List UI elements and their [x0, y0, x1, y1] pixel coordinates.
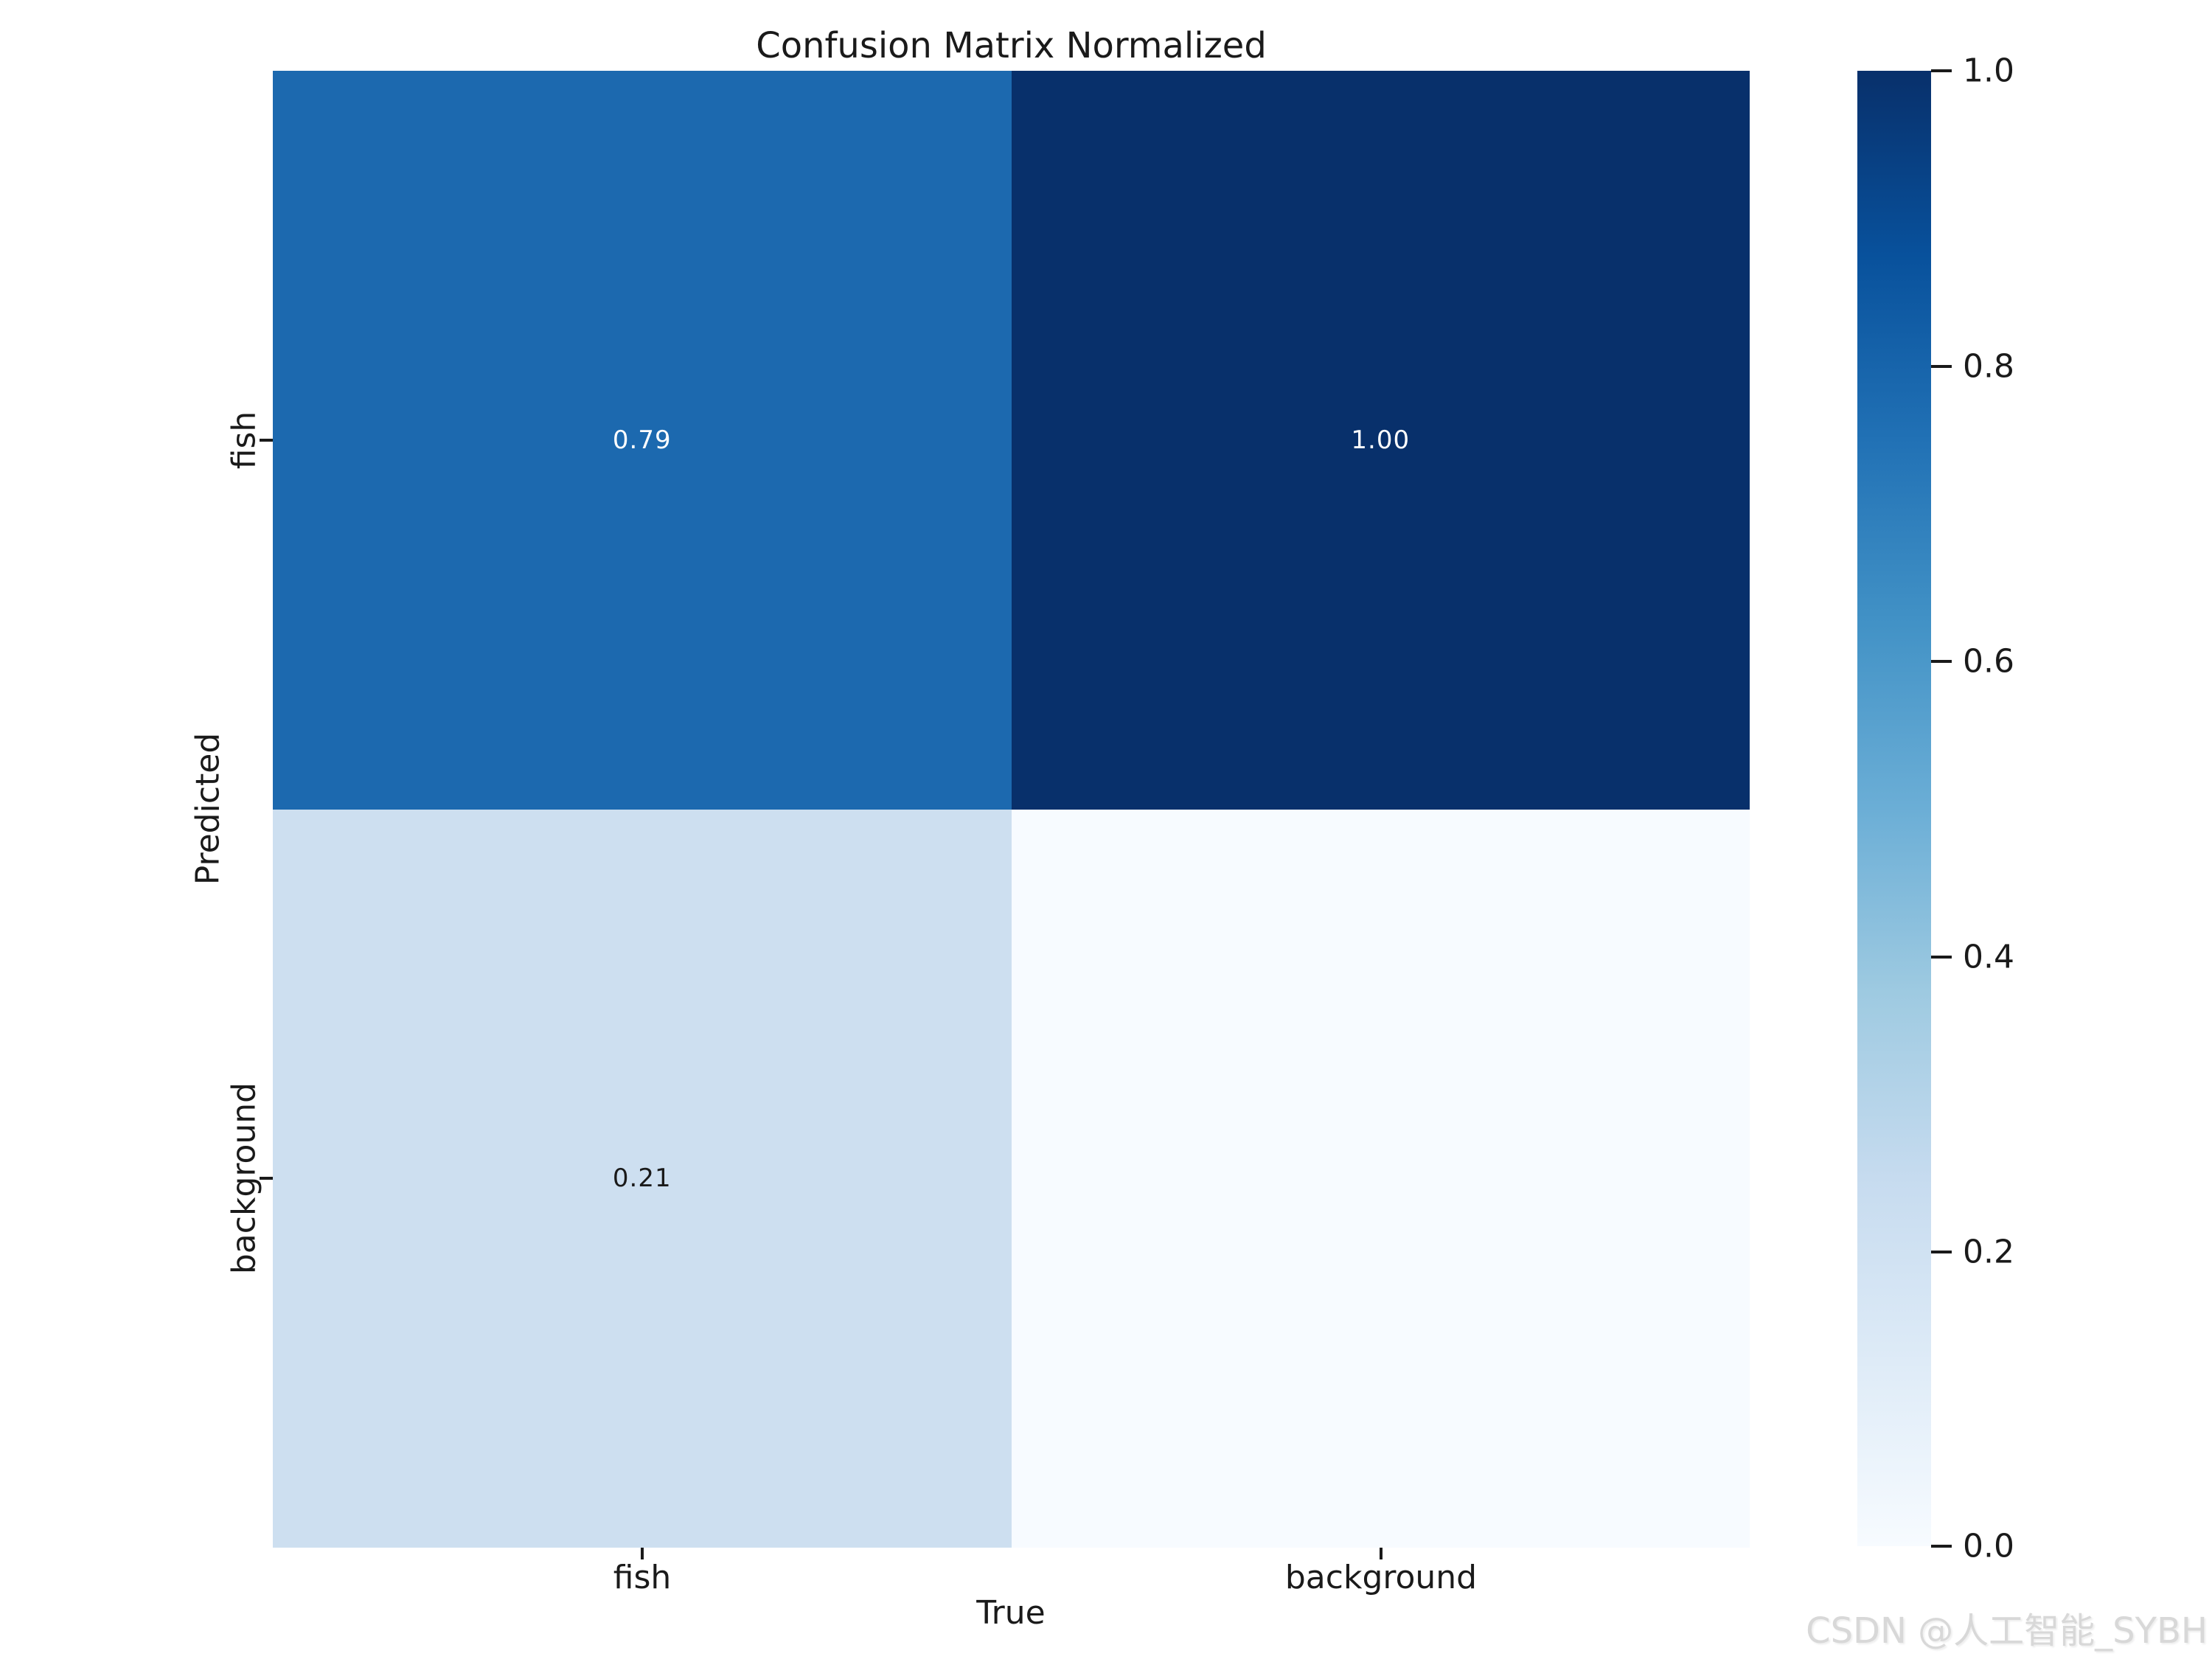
y-axis-title: Predicted [189, 732, 227, 886]
cell-value-label: 0.79 [612, 425, 672, 455]
y-tick-mark-fish [260, 439, 273, 442]
colorbar-tick-mark [1931, 1251, 1952, 1253]
y-tick-label-background: background [225, 1082, 263, 1275]
colorbar-tick-mark [1931, 1545, 1952, 1548]
x-tick-mark-fish [641, 1548, 644, 1559]
colorbar-tick-mark [1931, 956, 1952, 959]
heatmap-cell-predicted-background-true-background [1011, 809, 1750, 1548]
heatmap-cell-predicted-fish-true-background: 1.00 [1011, 71, 1750, 810]
colorbar-tick-mark [1931, 660, 1952, 663]
heatmap-cell-predicted-background-true-fish: 0.21 [273, 809, 1012, 1548]
colorbar-tick-label: 1.0 [1963, 52, 2014, 90]
heatmap-cell-predicted-fish-true-fish: 0.79 [273, 71, 1012, 810]
x-tick-mark-background [1380, 1548, 1382, 1559]
watermark-text: CSDN @人工智能_SYBH [1806, 1610, 2208, 1652]
x-axis-title: True [976, 1594, 1046, 1632]
colorbar-tick-label: 0.8 [1963, 347, 2014, 386]
chart-title: Confusion Matrix Normalized [756, 25, 1267, 66]
y-tick-label-fish: fish [225, 411, 263, 470]
colorbar-tick-mark [1931, 69, 1952, 72]
y-tick-mark-background [260, 1177, 273, 1180]
colorbar-tick-label: 0.2 [1963, 1233, 2014, 1271]
colorbar-tick-label: 0.6 [1963, 642, 2014, 681]
colorbar-tick-label: 0.0 [1963, 1527, 2014, 1565]
x-tick-label-fish: fish [613, 1559, 672, 1596]
colorbar-tick-mark [1931, 365, 1952, 368]
colorbar-tick-label: 0.4 [1963, 938, 2014, 976]
confusion-matrix-heatmap: 0.79 1.00 0.21 [273, 71, 1750, 1548]
cell-value-label: 1.00 [1351, 425, 1411, 455]
colorbar-gradient [1857, 71, 1931, 1546]
x-tick-label-background: background [1284, 1559, 1478, 1596]
cell-value-label: 0.21 [612, 1164, 672, 1194]
